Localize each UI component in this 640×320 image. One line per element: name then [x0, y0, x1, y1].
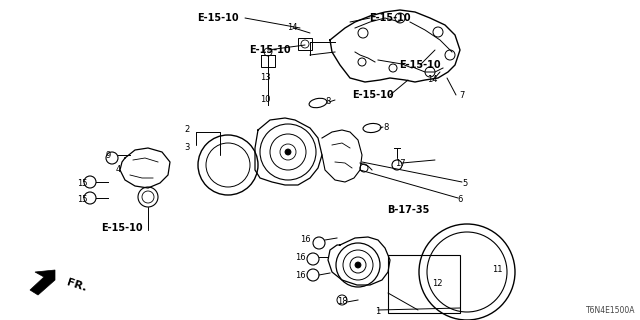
Text: 2: 2 [184, 125, 189, 134]
Text: 16: 16 [294, 253, 305, 262]
Circle shape [355, 262, 361, 268]
Text: 10: 10 [260, 95, 270, 105]
Text: 4: 4 [115, 165, 120, 174]
Text: E-15-10: E-15-10 [369, 13, 411, 23]
Text: 14: 14 [287, 23, 297, 33]
Bar [261, 55, 275, 67]
Text: E-15-10: E-15-10 [197, 13, 239, 23]
Text: 15: 15 [77, 179, 87, 188]
Text: 15: 15 [77, 196, 87, 204]
Text: E-15-10: E-15-10 [352, 90, 394, 100]
Text: 6: 6 [458, 196, 463, 204]
Text: E-15-10: E-15-10 [399, 60, 441, 70]
Text: 17: 17 [395, 158, 405, 167]
Text: 8: 8 [325, 98, 331, 107]
Text: 13: 13 [260, 74, 270, 83]
Text: 16: 16 [294, 270, 305, 279]
Text: 12: 12 [432, 278, 442, 287]
Text: 11: 11 [492, 266, 502, 275]
Text: 1: 1 [376, 308, 381, 316]
Text: 16: 16 [300, 236, 310, 244]
Text: FR.: FR. [65, 277, 88, 293]
Text: E-15-10: E-15-10 [249, 45, 291, 55]
Text: 7: 7 [460, 91, 465, 100]
Text: 14: 14 [427, 76, 437, 84]
Text: T6N4E1500A: T6N4E1500A [586, 306, 635, 315]
Text: E-15-10: E-15-10 [101, 223, 143, 233]
Bar [298, 38, 312, 50]
Text: 9: 9 [106, 150, 111, 159]
Circle shape [285, 149, 291, 155]
Polygon shape [30, 270, 55, 295]
Text: 3: 3 [184, 143, 189, 153]
Text: 18: 18 [337, 298, 348, 307]
Text: B-17-35: B-17-35 [387, 205, 429, 215]
Text: 5: 5 [462, 179, 468, 188]
Text: 8: 8 [383, 123, 388, 132]
Bar [388, 255, 460, 313]
